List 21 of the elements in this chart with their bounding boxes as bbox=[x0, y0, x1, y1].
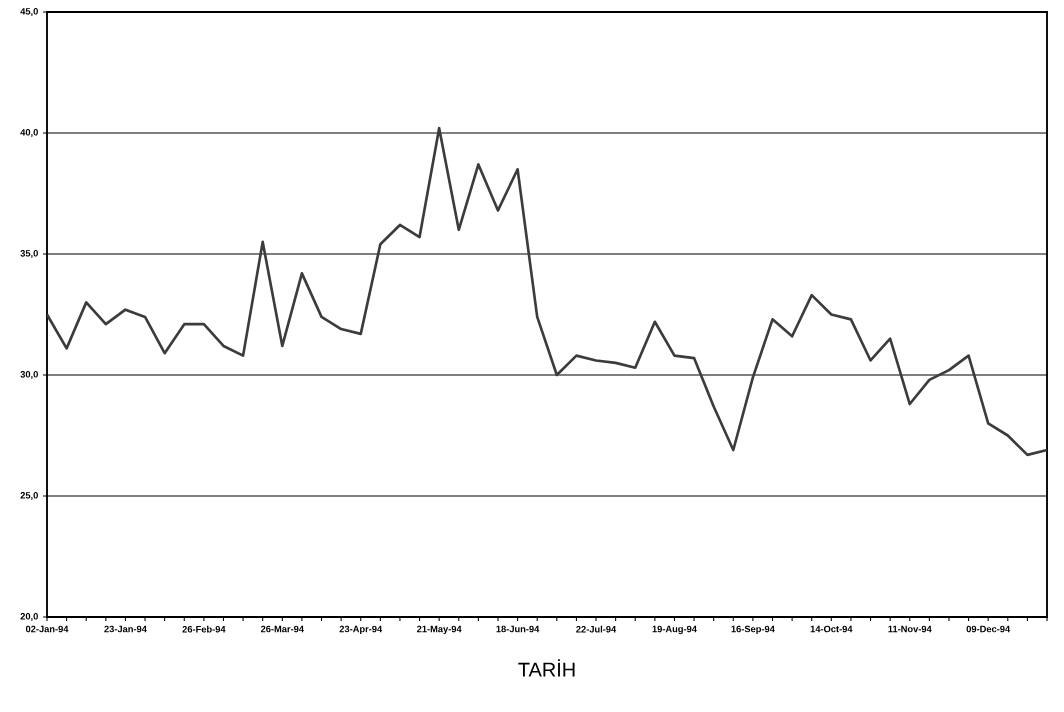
x-tick-label: 26-Mar-94 bbox=[260, 625, 304, 633]
x-tick-label: 09-Dec-94 bbox=[966, 625, 1011, 633]
y-tick-label: 45,0 bbox=[20, 8, 38, 16]
y-tick-label: 25,0 bbox=[20, 492, 38, 500]
x-tick-label: 02-Jan-94 bbox=[25, 625, 69, 633]
x-tick-label: 19-Aug-94 bbox=[652, 625, 697, 635]
x-tick-label: 18-Jun-94 bbox=[496, 625, 540, 633]
y-tick-label: 40,0 bbox=[20, 129, 38, 137]
line-series bbox=[47, 126, 1048, 457]
x-tick-label: 21-May-94 bbox=[416, 625, 462, 635]
y-tick-label: 35,0 bbox=[20, 250, 38, 258]
x-tick-label: 22-Jul-94 bbox=[576, 625, 617, 633]
x-tick-label: 26-Feb-94 bbox=[182, 625, 226, 633]
y-tick-label: 30,0 bbox=[20, 371, 38, 379]
y-tick-label: 20,0 bbox=[20, 613, 38, 621]
x-tick-label: 11-Nov-94 bbox=[888, 625, 932, 633]
x-tick-label: 23-Jan-94 bbox=[104, 625, 147, 633]
x-tick-label: 14-Oct-94 bbox=[810, 625, 853, 633]
x-axis-title: TARİH bbox=[518, 659, 575, 677]
x-tick-label: 23-Apr-94 bbox=[339, 625, 383, 635]
x-tick-label: 16-Sep-94 bbox=[731, 625, 775, 635]
